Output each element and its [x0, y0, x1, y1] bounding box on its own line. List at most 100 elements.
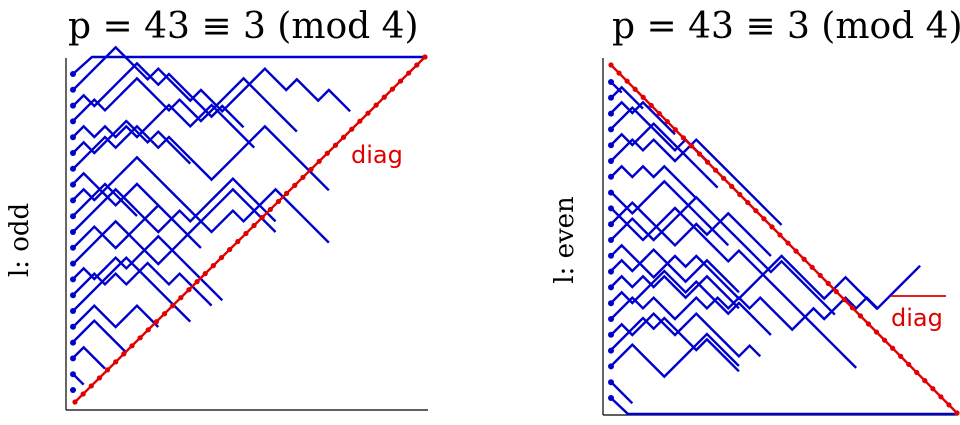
diagonal-dot [267, 206, 273, 213]
left-title: p = 43 ≡ 3 (mod 4) [68, 6, 419, 47]
lattice-path [72, 187, 277, 266]
diagonal-dot [104, 367, 111, 373]
diagonal-dot [341, 134, 347, 140]
lattice-path [610, 381, 634, 405]
diagonal-dot [373, 102, 379, 108]
diagonal-dot [137, 335, 143, 341]
diagonal-dot [161, 311, 168, 317]
diagonal-dot [632, 86, 638, 92]
diagonal-dot [849, 305, 855, 311]
diagonal-dot [284, 190, 290, 196]
diagonal-dot [656, 110, 662, 117]
lattice-path [610, 85, 644, 110]
diagonal-dot [218, 254, 225, 261]
diagonal-dot [825, 280, 831, 287]
diagonal-dot [194, 279, 200, 285]
left-panel: p = 43 ≡ 3 (mod 4) l: odd diag [5, 6, 428, 411]
diagonal-dot [316, 158, 322, 164]
lattice-path [610, 100, 676, 136]
diagonal-dot [761, 216, 767, 222]
diagonal-line [610, 64, 958, 414]
diagonal-dot [365, 110, 371, 116]
lattice-path [610, 397, 957, 416]
diagonal-dot [251, 222, 257, 229]
diagonal-dot [648, 102, 654, 109]
diagonal-dot [640, 94, 646, 100]
diagonal-dot [704, 159, 711, 165]
right-title: p = 43 ≡ 3 (mod 4) [612, 6, 960, 47]
lattice-path [72, 124, 330, 192]
lattice-path [72, 177, 277, 234]
lattice-path [72, 345, 106, 370]
diagonal-dot [946, 402, 952, 408]
diagonal-dot [235, 238, 241, 245]
diagonal-dot [753, 208, 759, 214]
diagonal-dot [349, 126, 355, 132]
diagonal-dot [865, 321, 872, 327]
lattice-path [610, 200, 772, 257]
diagonal-dot [745, 199, 751, 206]
lattice-path [72, 76, 298, 133]
diagonal-dot [930, 386, 936, 392]
diagonal-dot [616, 70, 622, 76]
lattice-path [72, 55, 425, 75]
diagonal-dot [857, 313, 864, 319]
diagonal-dot [624, 78, 630, 84]
lattice-path [610, 121, 719, 189]
diagonal-dot [300, 174, 306, 180]
diagonal-dot [817, 272, 823, 279]
diagonal-dot [890, 345, 896, 351]
lattice-path [72, 182, 138, 217]
diagonal-dot [292, 182, 298, 188]
lattice-path [72, 261, 213, 307]
diagonal-dot [881, 337, 888, 343]
diagonal-dot [785, 240, 791, 246]
diagonal-line [74, 56, 426, 403]
right-lattice-paths [608, 79, 957, 416]
diagonal-dot [688, 143, 695, 149]
lattice-path [72, 256, 192, 323]
left-lattice-paths [70, 45, 425, 393]
left-side-label: l: odd [5, 203, 35, 277]
lattice-path [72, 318, 128, 354]
diagonal-dot [696, 151, 703, 157]
lattice-path [610, 332, 740, 379]
lattice-path [610, 179, 730, 247]
diagonal-dot [414, 62, 420, 68]
diagonal-dot [96, 375, 103, 381]
left-diag-label: diag [351, 141, 403, 169]
diagonal-dot [275, 198, 282, 205]
diagonal-dot [357, 118, 363, 124]
diagonal-dot [833, 289, 839, 295]
diagonal-dot [809, 264, 815, 270]
diagonal-dot [72, 399, 78, 405]
lattice-path [610, 274, 740, 310]
diagonal-dot [186, 287, 192, 293]
diagonal-dot [129, 343, 135, 349]
diagonal-dot [145, 327, 151, 333]
diagonal-dot [88, 383, 94, 389]
diagonal-dot [729, 183, 735, 189]
lattice-path [610, 311, 762, 359]
diagonal-dot [914, 369, 920, 376]
lattice-path [72, 119, 192, 165]
diagonal-dot [954, 410, 960, 416]
lattice-path [610, 81, 623, 94]
diagonal-dot [898, 353, 904, 359]
lattice-path [72, 373, 85, 386]
left-diagonal [72, 54, 428, 405]
diagonal-dot [938, 394, 944, 400]
diagonal-dot [227, 246, 233, 253]
diagonal-dot [259, 214, 265, 221]
diagonal-dot [672, 127, 678, 133]
right-diag-label: diag [891, 304, 943, 332]
lattice-path [610, 316, 740, 373]
lattice-path [610, 247, 740, 294]
diagonal-dot [793, 248, 799, 254]
diagonal-dot [406, 70, 412, 76]
diagonal-dot [332, 142, 339, 148]
right-panel: p = 43 ≡ 3 (mod 4) l: even diag [550, 6, 960, 416]
diagonal-dot [608, 62, 614, 68]
diagonal-dot [721, 175, 727, 181]
diagonal-dot [210, 263, 216, 269]
